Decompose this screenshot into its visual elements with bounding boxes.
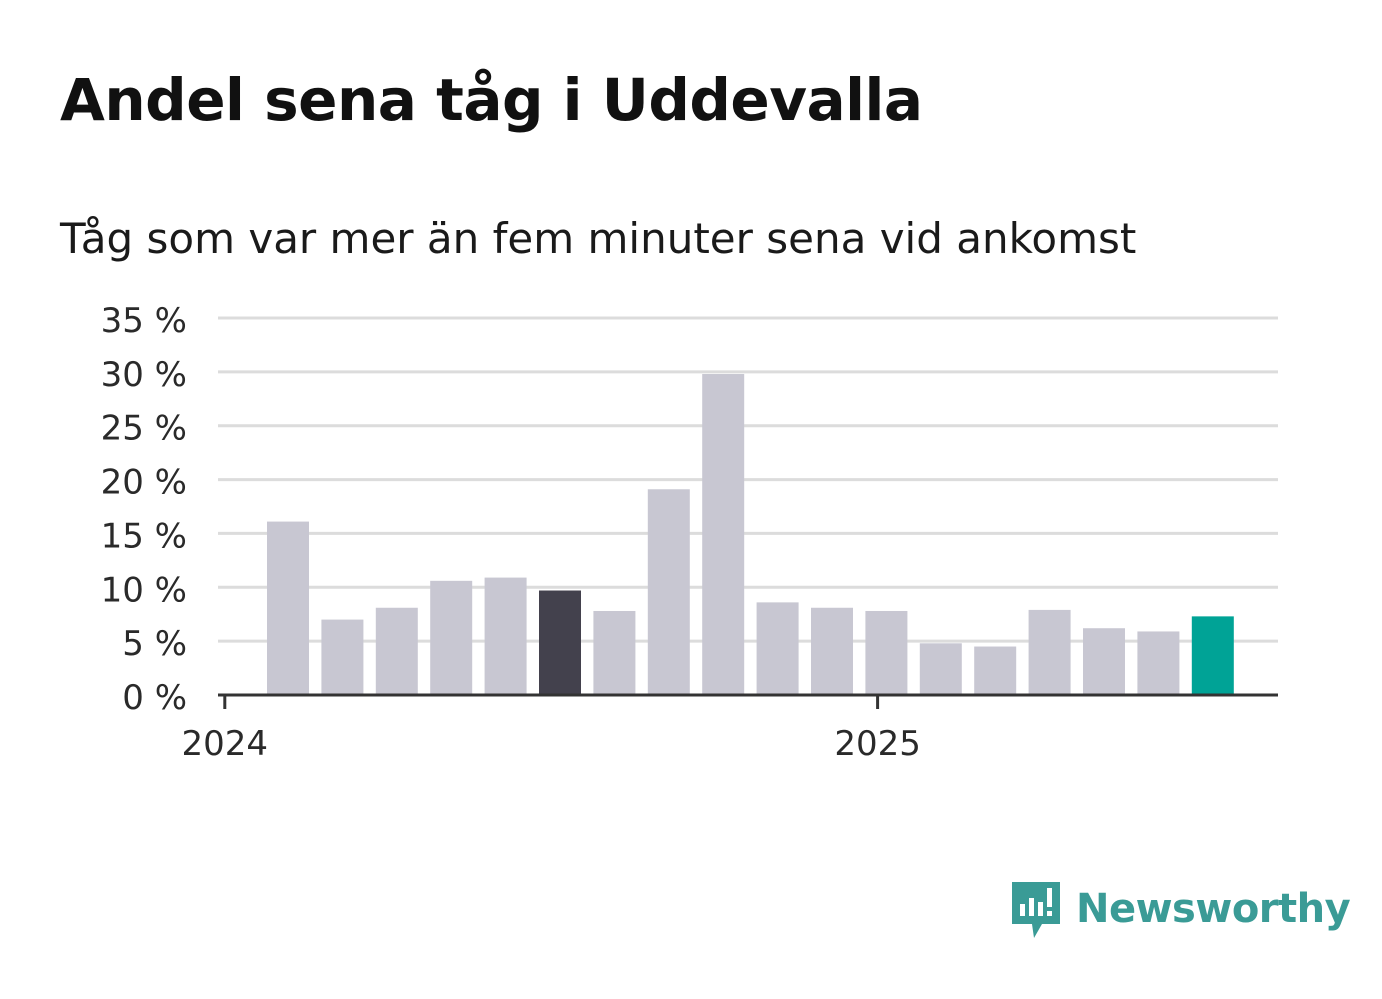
- bar-2024-11: [811, 607, 853, 695]
- chart-title: Andel sena tåg i Uddevalla: [60, 66, 923, 134]
- brand-logo: Newsworthy: [1010, 878, 1351, 940]
- axes: 0 % 5 % 10 % 15 % 20 % 25 % 30 % 35 % 2024 2025: [101, 301, 1278, 764]
- y-tick-label: 35 %: [101, 301, 187, 341]
- y-tick-label: 30 %: [101, 355, 187, 395]
- newsworthy-logo-icon: [1012, 882, 1060, 938]
- bars: [267, 374, 1234, 695]
- y-tick-label: 20 %: [101, 463, 187, 503]
- bar-2025-01: [919, 643, 962, 695]
- y-tick-label: 15 %: [101, 516, 187, 556]
- y-tick-label: 25 %: [101, 409, 187, 449]
- bar-2024-09: [702, 374, 745, 695]
- bar-2024-01: [267, 521, 309, 695]
- chart-subtitle: Tåg som var mer än fem minuter sena vid …: [60, 214, 1137, 263]
- bar-2025-06: [1191, 616, 1234, 695]
- bar-2024-06: [539, 590, 581, 695]
- bar-2024-05: [484, 577, 527, 695]
- bar-chart: 0 % 5 % 10 % 15 % 20 % 25 % 30 % 35 % 2024 2025: [101, 301, 1278, 764]
- bar-2025-05: [1137, 631, 1180, 695]
- bar-2024-03: [375, 607, 418, 695]
- grid-lines: [218, 316, 1278, 643]
- bar-2025-03: [1028, 609, 1071, 695]
- y-tick-label: 10 %: [101, 570, 187, 610]
- bar-2024-08: [647, 489, 690, 695]
- y-tick-label: 0 %: [122, 678, 187, 718]
- brand-name: Newsworthy: [1076, 886, 1351, 932]
- bar-2024-02: [321, 619, 364, 695]
- bar-2024-10: [756, 602, 799, 695]
- bar-2025-04: [1083, 628, 1125, 695]
- x-tick-label: 2024: [182, 724, 269, 764]
- bar-2024-07: [593, 610, 636, 695]
- bar-2024-12: [865, 610, 908, 695]
- bar-2024-04: [430, 580, 473, 695]
- bar-2025-02: [974, 646, 1017, 695]
- y-tick-label: 5 %: [122, 624, 187, 664]
- x-tick-label: 2025: [834, 724, 921, 764]
